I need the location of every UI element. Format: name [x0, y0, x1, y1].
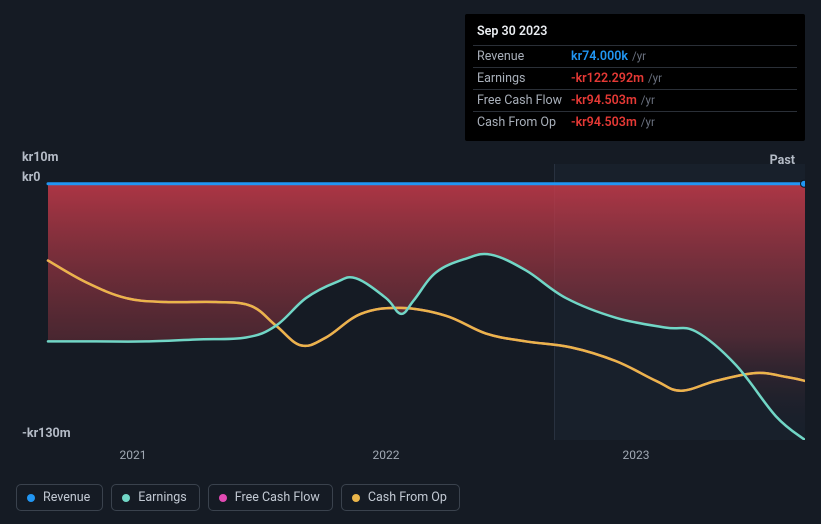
legend-item[interactable]: Free Cash Flow [208, 484, 333, 511]
legend-swatch [352, 494, 360, 502]
legend-label: Revenue [43, 490, 90, 505]
tooltip-row-label: Earnings [477, 71, 571, 86]
tooltip-row: Earnings-kr122.292m/yr [473, 68, 797, 90]
x-axis: 2021 2022 2023 [16, 448, 805, 466]
legend-item[interactable]: Cash From Op [341, 484, 460, 511]
chart-plot [16, 164, 805, 440]
legend-label: Cash From Op [368, 490, 447, 505]
legend-item[interactable]: Earnings [111, 484, 199, 511]
tooltip-row: Revenuekr74.000k/yr [473, 46, 797, 68]
tooltip-row-label: Revenue [477, 49, 571, 64]
x-axis-tick: 2022 [373, 448, 400, 462]
legend-swatch [219, 494, 227, 502]
legend-item[interactable]: Revenue [16, 484, 103, 511]
tooltip-row-label: Free Cash Flow [477, 93, 571, 108]
tooltip-row-value: -kr122.292m [571, 71, 644, 86]
financial-chart: kr10mkr0-kr130m Past 202120222023 [16, 120, 805, 460]
legend-swatch [122, 494, 130, 502]
y-axis-tick: kr10m [22, 150, 58, 165]
x-axis-tick: 2023 [623, 448, 650, 462]
tooltip-row-suffix: /yr [632, 49, 646, 63]
tooltip-row-suffix: /yr [641, 93, 655, 107]
tooltip-row-suffix: /yr [648, 71, 662, 85]
legend-label: Free Cash Flow [235, 490, 320, 505]
tooltip-row-value: kr74.000k [571, 49, 628, 64]
tooltip-row: Free Cash Flow-kr94.503m/yr [473, 90, 797, 112]
series-end-marker [801, 180, 806, 187]
tooltip-row-value: -kr94.503m [571, 93, 637, 108]
chart-legend: Revenue Earnings Free Cash Flow Cash From O… [16, 484, 460, 511]
tooltip-date: Sep 30 2023 [473, 20, 797, 46]
legend-swatch [27, 494, 35, 502]
x-axis-tick: 2021 [120, 448, 147, 462]
legend-label: Earnings [138, 490, 186, 505]
